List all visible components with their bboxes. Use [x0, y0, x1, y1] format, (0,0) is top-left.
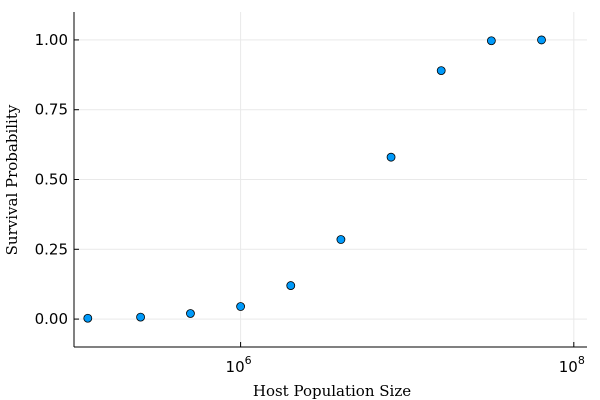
data-point	[83, 313, 93, 323]
data-points	[83, 35, 546, 323]
data-point	[236, 302, 246, 311]
axes	[73, 12, 587, 348]
x-tick-label: 108	[559, 354, 585, 376]
grid	[74, 12, 587, 347]
data-point	[386, 152, 396, 162]
data-point	[286, 281, 296, 290]
y-tick-label: 0.75	[35, 101, 68, 119]
y-axis-title: Survival Probability	[3, 104, 21, 255]
tick-labels: 0.00 0.25 0.50 0.75 1.00 106 108	[35, 31, 585, 376]
y-tick-label: 1.00	[35, 31, 68, 49]
x-tick-label: 106	[226, 354, 252, 376]
data-point	[486, 36, 496, 46]
x-axis-title: Host Population Size	[253, 382, 411, 400]
data-point	[186, 309, 195, 318]
data-point	[136, 312, 145, 322]
data-point	[336, 235, 346, 244]
y-tick-label: 0.25	[35, 240, 68, 258]
y-tick-label: 0.50	[35, 171, 68, 189]
y-tick-label: 0.00	[35, 310, 68, 328]
data-point	[537, 35, 546, 45]
data-point	[436, 66, 446, 76]
